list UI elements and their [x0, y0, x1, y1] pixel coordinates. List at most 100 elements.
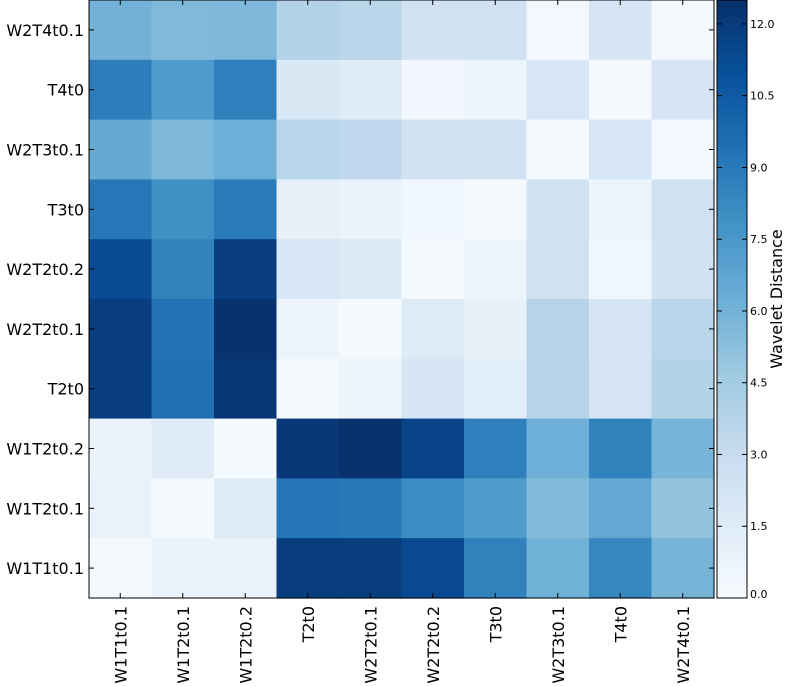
heatmap-cell [589, 119, 653, 180]
heatmap-cell [339, 299, 403, 360]
heatmap-cell [401, 538, 465, 599]
heatmap-cell [589, 239, 653, 300]
y-tick-label: T3t0 [47, 200, 84, 219]
heatmap-cell [589, 358, 653, 420]
heatmap-cell [589, 0, 653, 61]
heatmap-cell [214, 179, 278, 240]
heatmap-cell [464, 538, 528, 599]
colorbar-ticks: 0.0 1.5 3.0 4.5 6.0 7.5 9.0 10.5 12.0 [717, 18, 775, 601]
heatmap-cell [651, 418, 715, 479]
heatmap-cell [151, 299, 215, 360]
heatmap-cell [339, 239, 403, 300]
heatmap-cell [401, 418, 465, 479]
heatmap-cell [651, 358, 715, 420]
heatmap-cell [339, 478, 403, 539]
heatmap-cell [214, 239, 278, 300]
heatmap-cell [401, 478, 465, 539]
colorbar-tick-label: 3.0 [750, 448, 768, 461]
heatmap-cell [526, 0, 590, 61]
heatmap-cell [401, 59, 465, 121]
heatmap-cell [339, 0, 403, 61]
heatmap-cell [276, 239, 340, 300]
colorbar-tick-label: 9.0 [750, 161, 768, 174]
colorbar-tick-label: 1.5 [750, 520, 768, 533]
heatmap-cell [276, 299, 340, 360]
heatmap-cell [339, 538, 403, 599]
x-tick-label: W2T3t0.1 [549, 606, 568, 684]
heatmap-cell [214, 119, 278, 180]
y-tick-label: T4t0 [47, 81, 84, 100]
heatmap-cell [214, 358, 278, 420]
heatmap-cell [151, 179, 215, 240]
heatmap-cell [339, 358, 403, 420]
heatmap-cell [589, 299, 653, 360]
x-tick-label: W1T2t0.1 [174, 606, 193, 684]
heatmap-cell [651, 179, 715, 240]
heatmap-cell [589, 478, 653, 539]
heatmap-cell [214, 0, 278, 61]
heatmap-cell [589, 538, 653, 599]
heatmap-cell [401, 119, 465, 180]
heatmap-cell [651, 119, 715, 180]
y-tick-label: W1T2t0.1 [6, 499, 84, 518]
y-tick-label: W2T4t0.1 [6, 21, 84, 40]
heatmap-cell [214, 418, 278, 479]
heatmap-cell [464, 119, 528, 180]
x-tick-label: W2T2t0.2 [424, 606, 443, 684]
heatmap-cell [89, 538, 153, 599]
heatmap-cell [151, 478, 215, 539]
heatmap-cell [526, 239, 590, 300]
y-axis: W2T4t0.1 T4t0 W2T3t0.1 T3t0 W2T2t0.2 W2T2t0.1… [6, 21, 714, 578]
heatmap-cell [89, 119, 153, 180]
x-tick-label: T4t0 [611, 606, 630, 643]
heatmap-cell [589, 418, 653, 479]
heatmap-cell [276, 179, 340, 240]
heatmap-cell [89, 179, 153, 240]
heatmap-cell [464, 239, 528, 300]
heatmap-cell [526, 538, 590, 599]
y-tick-label: W2T2t0.2 [6, 260, 84, 279]
heatmap-cell [214, 538, 278, 599]
colorbar: 0.0 1.5 3.0 4.5 6.0 7.5 9.0 10.5 12.0 Wavelet Di… [716, 0, 786, 601]
heatmap-cell [651, 299, 715, 360]
heatmap-cell [276, 478, 340, 539]
heatmap-cell [339, 179, 403, 240]
heatmap-cell [526, 358, 590, 420]
heatmap-cell [151, 119, 215, 180]
heatmap-cell [589, 179, 653, 240]
x-tick-label: T2t0 [299, 606, 318, 643]
heatmap-cell [526, 478, 590, 539]
heatmap-cell [464, 418, 528, 479]
heatmap-cell [464, 0, 528, 61]
heatmap-cell [276, 0, 340, 61]
heatmap-cell [151, 538, 215, 599]
y-tick-label: W1T2t0.2 [6, 440, 84, 459]
heatmap-cell [276, 119, 340, 180]
heatmap-cell [526, 179, 590, 240]
heatmap-cell [651, 59, 715, 121]
colorbar-tick-label: 12.0 [750, 18, 775, 31]
heatmap-cell [89, 299, 153, 360]
heatmap-cell [214, 59, 278, 121]
y-tick-label: W2T3t0.1 [6, 141, 84, 160]
heatmap-cell [401, 239, 465, 300]
y-tick-label: W2T2t0.1 [6, 320, 84, 339]
colorbar-tick-label: 4.5 [750, 377, 768, 390]
heatmap-cell [464, 59, 528, 121]
heatmap-cell [339, 418, 403, 479]
heatmap-cell [276, 358, 340, 420]
colorbar-tick-label: 0.0 [750, 588, 768, 601]
x-tick-label: W1T2t0.2 [236, 606, 255, 684]
heatmap-cell [526, 119, 590, 180]
colorbar-tick-label: 7.5 [750, 233, 768, 246]
heatmap-cell [526, 299, 590, 360]
y-tick-label: T2t0 [47, 380, 84, 399]
heatmap-cell [276, 59, 340, 121]
heatmap-cell [526, 418, 590, 479]
x-tick-label: T3t0 [486, 606, 505, 643]
heatmap-cell [276, 418, 340, 479]
x-axis: W1T1t0.1 W1T2t0.1 W1T2t0.2 T2t0 W2T2t0.1 W2T2… [111, 0, 693, 684]
heatmap-cell [151, 0, 215, 61]
heatmap-cell [214, 299, 278, 360]
